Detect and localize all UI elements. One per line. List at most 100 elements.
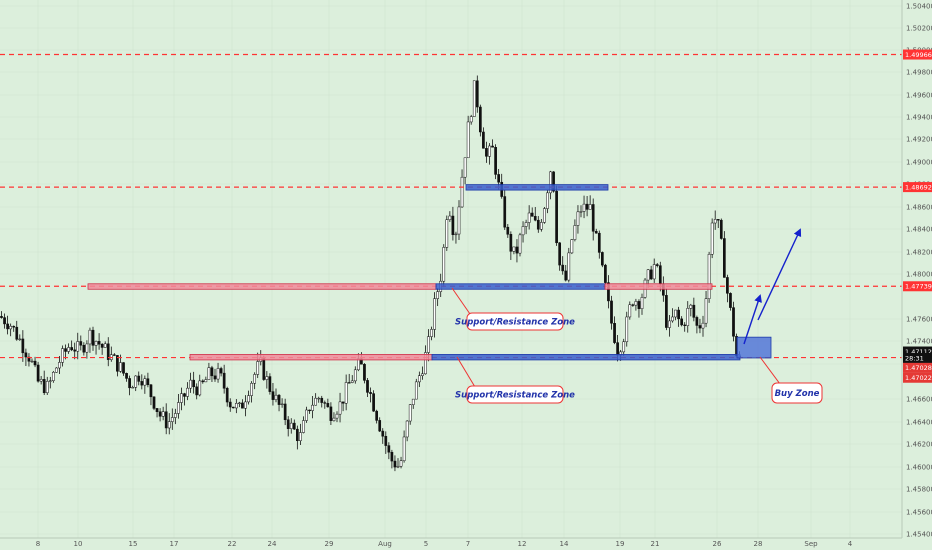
candle-body [381, 430, 385, 437]
price-axis-panel[interactable] [902, 0, 932, 550]
time-tick-label: 7 [466, 540, 470, 548]
candle-body [219, 368, 223, 374]
candle-body [591, 204, 595, 232]
candle-body [67, 347, 70, 352]
candle-body [701, 322, 705, 329]
candle-body [695, 317, 699, 326]
resistance-zone-box[interactable] [189, 354, 433, 361]
candle-body [198, 380, 202, 396]
candle-body [414, 381, 418, 400]
candle-body [640, 297, 644, 309]
candle-body [128, 378, 131, 389]
candle-body [137, 375, 141, 382]
price-tick-label: 1.49200 [906, 136, 932, 144]
candle-body [649, 269, 653, 280]
candle-body [85, 343, 89, 353]
candle-body [567, 252, 571, 281]
candle-body [64, 348, 67, 352]
candle-body [277, 394, 281, 405]
candle-body [231, 406, 235, 409]
candle-body [119, 362, 122, 372]
candle-body [323, 402, 327, 404]
current-price-tag-text: 1.47022 [905, 374, 932, 382]
price-tick-label: 1.46600 [906, 396, 932, 404]
price-tick-label: 1.49800 [906, 69, 932, 77]
candle-body [424, 352, 427, 375]
candle-body [39, 379, 43, 382]
callout-box[interactable] [466, 312, 564, 331]
price-tick-label: 1.50200 [906, 25, 932, 33]
candle-body [698, 325, 702, 329]
callout-box[interactable] [466, 385, 564, 404]
candle-body [106, 343, 110, 360]
candle-body [719, 219, 723, 239]
price-tick-label: 1.49600 [906, 92, 932, 100]
candle-body [103, 343, 107, 348]
callout-pointer [451, 287, 471, 315]
candle-body [387, 445, 391, 453]
candle-body [628, 304, 632, 318]
resistance-zone-box[interactable] [87, 283, 437, 290]
candle-body [564, 270, 568, 281]
bullish-arrow-short [743, 294, 762, 345]
price-tick-label: 1.50400 [906, 3, 932, 11]
candle-body [707, 254, 711, 299]
support-zone-box[interactable] [431, 354, 741, 361]
candle-body [427, 336, 430, 353]
candle-body [274, 394, 278, 400]
candle-body [6, 323, 9, 330]
candle-body [292, 422, 296, 430]
level-price-tag [903, 49, 932, 60]
candle-body [451, 215, 455, 235]
candle-body [674, 309, 677, 318]
candle-body [228, 401, 232, 408]
candle-body [314, 397, 317, 406]
candle-body [140, 381, 144, 386]
candle-body [637, 301, 641, 309]
time-tick-label: 21 [651, 540, 660, 548]
candle-body [271, 391, 275, 400]
price-tick-label: 1.45800 [906, 486, 932, 494]
price-axis-labels: 1.504001.502001.500001.498001.496001.494… [906, 3, 932, 539]
candle-body [174, 413, 177, 418]
candle-body [100, 343, 104, 348]
candle-body [3, 317, 6, 325]
candle-body [186, 387, 189, 397]
candle-body [283, 403, 287, 421]
candle-body [665, 295, 668, 328]
candle-body [33, 360, 37, 366]
candle-body [76, 341, 80, 352]
time-tick-label: 29 [325, 540, 334, 548]
candle-body [149, 384, 153, 398]
candle-body [332, 417, 336, 421]
candle-body [58, 362, 61, 369]
candle-body [494, 147, 497, 175]
price-tick-label: 1.49400 [906, 114, 932, 122]
callout-box[interactable] [771, 382, 823, 404]
support-resistance-label: Support/Resistance Zone [455, 318, 575, 328]
time-tick-label: Sep [804, 540, 818, 548]
candle-body [469, 116, 473, 123]
candle-body [268, 376, 272, 392]
candle-body [280, 403, 284, 406]
support-zone-box[interactable] [465, 184, 609, 191]
candle-body [201, 380, 205, 383]
candle-body [91, 329, 95, 346]
candle-body [15, 326, 19, 340]
candle-body [655, 264, 659, 266]
candle-body [161, 411, 165, 417]
time-tick-label: 26 [713, 540, 722, 548]
candle-body [597, 232, 601, 253]
time-tick-label: 14 [560, 540, 569, 548]
buy-zone-box[interactable] [736, 336, 772, 359]
price-tick-label: 1.47600 [906, 316, 932, 324]
candle-body [442, 247, 446, 282]
level-price-tag-text: 1.48692 [905, 183, 932, 191]
resistance-zone-box[interactable] [604, 283, 713, 290]
level-price-tag [903, 281, 932, 292]
candle-body [30, 360, 34, 363]
price-tick-label: 1.46200 [906, 441, 932, 449]
support-zone-box[interactable] [435, 283, 606, 290]
